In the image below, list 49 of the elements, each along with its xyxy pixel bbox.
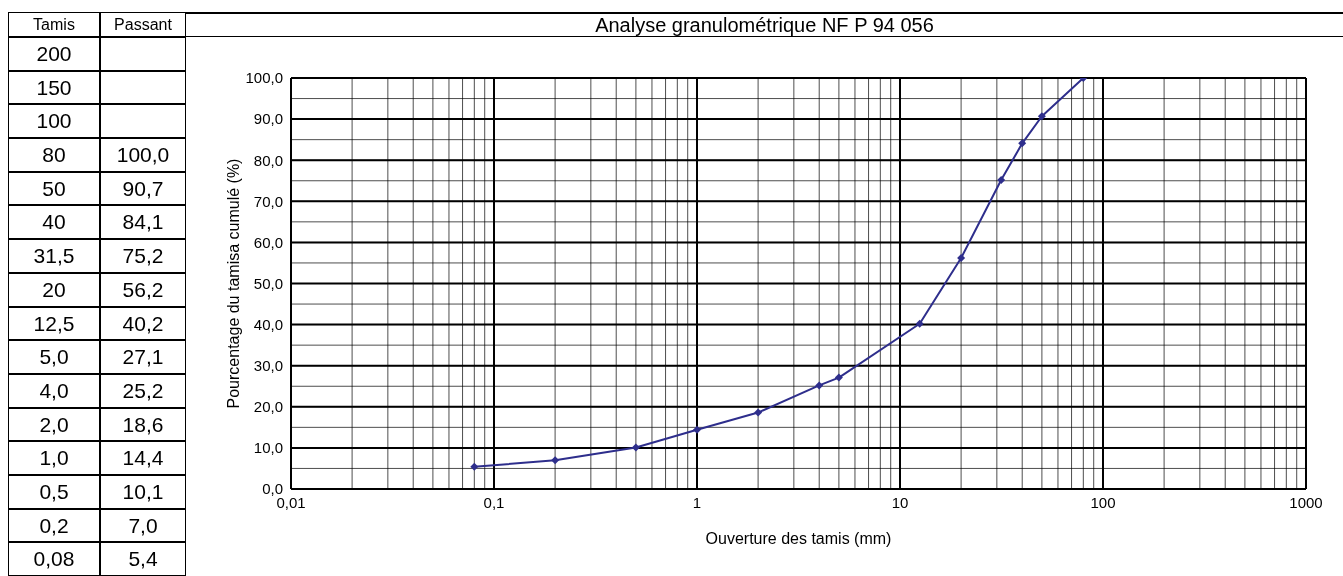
category-label: 150 (8, 70, 100, 105)
category-label: 5,0 (8, 340, 100, 374)
text: 18,6 (122, 412, 164, 436)
category-label: 200 (8, 37, 100, 71)
y-axis-title: Pourcentage du tamisa cumulé (%) (224, 158, 242, 409)
y-tick-label: 70,0 (253, 192, 283, 210)
y-tick-label: 30,0 (253, 357, 283, 375)
category-label: 31,5 (8, 239, 100, 273)
text: 40,2 (122, 311, 164, 335)
y-tick-label: 60,0 (253, 233, 283, 251)
text: Passant (100, 12, 186, 37)
text: 7,0 (128, 513, 158, 537)
text: 84,1 (122, 210, 164, 234)
category-label: 100 (8, 104, 100, 139)
y-tick-label: 40,0 (253, 315, 283, 333)
text: 90,7 (122, 176, 164, 200)
category-label: 0,08 (8, 542, 100, 576)
category-label: 12,5 (8, 306, 100, 341)
text: 10,1 (122, 479, 164, 503)
category-label: 80 (8, 138, 100, 172)
x-tick-label: 100 (1090, 493, 1116, 511)
y-tick-label: 10,0 (253, 439, 283, 457)
x-tick-label: 10 (891, 493, 909, 511)
x-tick-label: 1 (692, 493, 702, 511)
x-tick-label: 1000 (1289, 493, 1323, 511)
x-tick-label: 0,1 (483, 493, 505, 511)
y-tick-label: 20,0 (253, 398, 283, 416)
y-tick-label: 100,0 (245, 69, 283, 87)
text: 75,2 (122, 244, 164, 268)
category-label: 20 (8, 272, 100, 307)
text: 14,4 (122, 446, 164, 470)
category-label: 0,5 (8, 474, 100, 509)
text: 5,4 (128, 547, 158, 571)
text: Tamis (8, 12, 100, 37)
y-tick-label: 80,0 (253, 151, 283, 169)
text: 25,2 (122, 378, 164, 402)
text: 56,2 (122, 277, 164, 301)
y-tick-label: 90,0 (253, 110, 283, 128)
category-label: 0,2 (8, 508, 100, 543)
category-label: 40 (8, 205, 100, 240)
category-label: 4,0 (8, 373, 100, 408)
text: 27,1 (122, 345, 164, 369)
x-axis-title: Ouverture des tamis (mm) (705, 530, 892, 547)
category-label: 1,0 (8, 441, 100, 475)
category-label: 50 (8, 171, 100, 206)
category-label: 2,0 (8, 407, 100, 442)
chart-title: Analyse granulométrique NF P 94 056 (186, 12, 1343, 37)
text: 100,0 (116, 143, 170, 167)
y-tick-label: 50,0 (253, 274, 283, 292)
